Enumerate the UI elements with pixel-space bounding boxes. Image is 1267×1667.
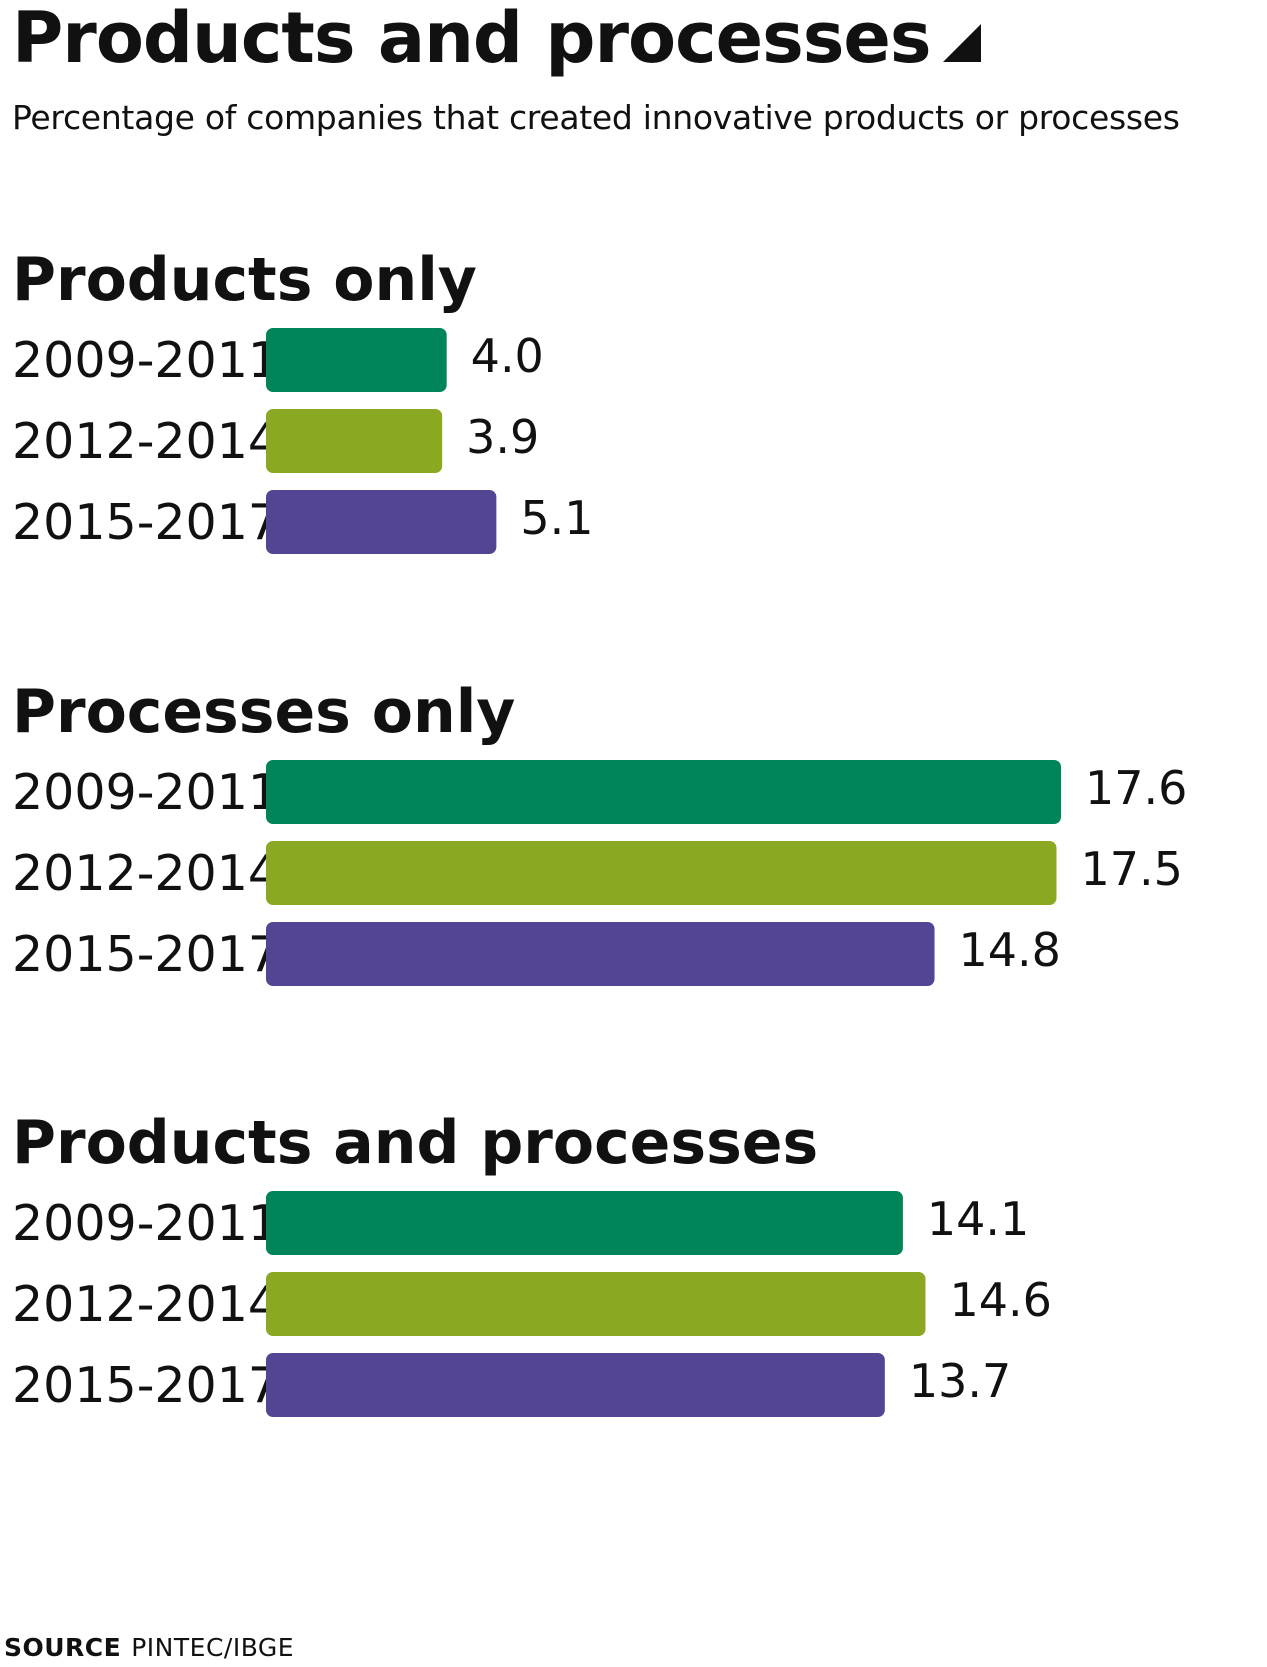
source-value: PINTEC/IBGE xyxy=(131,1633,295,1662)
value-label: 14.8 xyxy=(959,923,1061,977)
category-label: 2012-2014 xyxy=(12,845,279,902)
triangle-marker-icon xyxy=(942,24,981,62)
bar-products-only-2015-2017 xyxy=(266,490,497,554)
value-label: 13.7 xyxy=(909,1354,1011,1408)
panel-title: Processes only xyxy=(12,677,515,747)
bar-products-and-processes-2009-2011 xyxy=(266,1191,903,1255)
category-label: 2012-2014 xyxy=(12,413,279,470)
bar-processes-only-2009-2011 xyxy=(266,760,1061,824)
bar-products-and-processes-2012-2014 xyxy=(266,1272,926,1336)
value-label: 14.6 xyxy=(949,1273,1051,1327)
source-note: SOURCE PINTEC/IBGE xyxy=(4,1633,294,1663)
page-title: Products and processes xyxy=(12,0,1252,76)
source-label: SOURCE xyxy=(4,1633,122,1662)
category-label: 2009-2011 xyxy=(12,332,279,389)
bar-products-and-processes-2015-2017 xyxy=(266,1353,885,1417)
page-title-text: Products and processes xyxy=(12,0,932,79)
value-label: 14.1 xyxy=(927,1192,1029,1246)
category-label: 2009-2011 xyxy=(12,764,279,821)
category-label: 2015-2017 xyxy=(12,926,279,983)
category-label: 2012-2014 xyxy=(12,1276,279,1333)
value-label: 5.1 xyxy=(520,491,593,545)
value-label: 17.6 xyxy=(1085,761,1187,815)
panel-title: Products and processes xyxy=(12,1108,818,1178)
value-label: 4.0 xyxy=(471,329,544,383)
bar-processes-only-2015-2017 xyxy=(266,922,935,986)
panel-processes-only: Processes only 2009-2011 17.6 2012-2014 17.5… xyxy=(12,677,1187,986)
category-label: 2015-2017 xyxy=(12,1357,279,1414)
bar-processes-only-2012-2014 xyxy=(266,841,1057,905)
value-label: 17.5 xyxy=(1080,842,1182,896)
page-subtitle: Percentage of companies that created inn… xyxy=(12,98,1180,137)
bar-products-only-2009-2011 xyxy=(266,328,447,392)
panel-products-only: Products only 2009-2011 4.0 2012-2014 3.9 201… xyxy=(12,245,594,554)
category-label: 2009-2011 xyxy=(12,1195,279,1252)
panel-title: Products only xyxy=(12,245,477,315)
category-label: 2015-2017 xyxy=(12,494,279,551)
panel-products-and-processes: Products and processes 2009-2011 14.1 2012-… xyxy=(12,1108,1052,1417)
value-label: 3.9 xyxy=(466,410,539,464)
bar-products-only-2012-2014 xyxy=(266,409,443,473)
chart-header: Products and processes Percentage of com… xyxy=(12,0,1252,138)
